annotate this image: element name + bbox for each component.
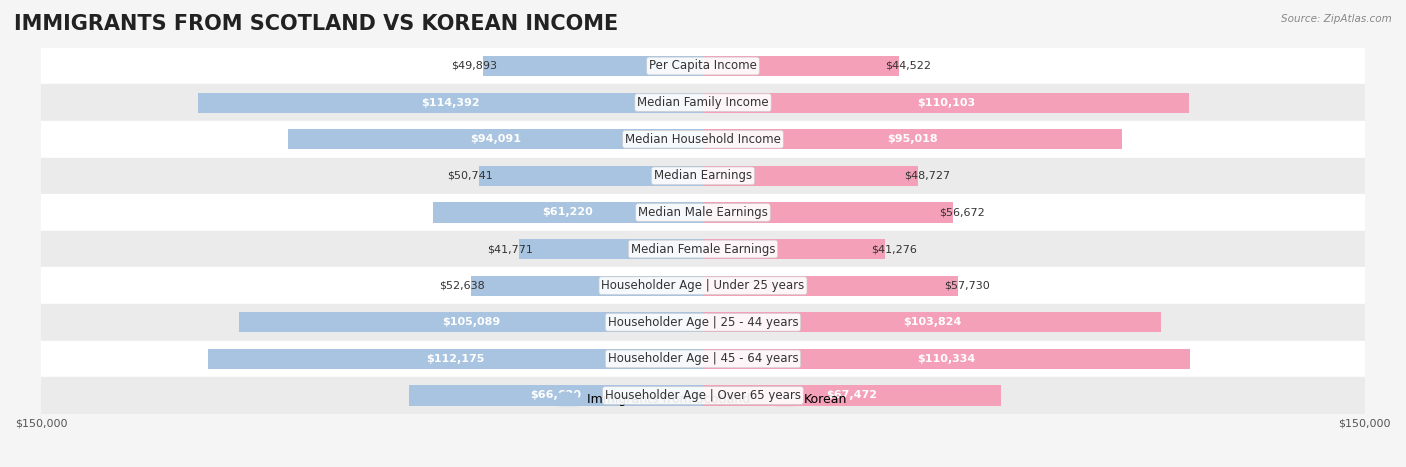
Bar: [703, 312, 1161, 333]
Bar: [41, 231, 1365, 267]
Text: $44,522: $44,522: [886, 61, 931, 71]
Text: Householder Age | Under 25 years: Householder Age | Under 25 years: [602, 279, 804, 292]
Text: Median Male Earnings: Median Male Earnings: [638, 206, 768, 219]
Text: $48,727: $48,727: [904, 171, 950, 181]
Text: $103,824: $103,824: [903, 317, 962, 327]
Bar: [41, 377, 1365, 414]
Bar: [208, 349, 703, 369]
Bar: [703, 166, 918, 186]
Text: $49,893: $49,893: [451, 61, 498, 71]
Text: $56,672: $56,672: [939, 207, 984, 218]
Text: $112,175: $112,175: [426, 354, 485, 364]
Text: $95,018: $95,018: [887, 134, 938, 144]
Bar: [471, 276, 703, 296]
Text: $66,620: $66,620: [530, 390, 582, 401]
Bar: [703, 276, 957, 296]
Bar: [519, 239, 703, 259]
Bar: [703, 385, 1001, 405]
Text: $94,091: $94,091: [470, 134, 522, 144]
Bar: [703, 349, 1189, 369]
Bar: [239, 312, 703, 333]
Text: Per Capita Income: Per Capita Income: [650, 59, 756, 72]
Text: IMMIGRANTS FROM SCOTLAND VS KOREAN INCOME: IMMIGRANTS FROM SCOTLAND VS KOREAN INCOM…: [14, 14, 619, 34]
Text: $50,741: $50,741: [447, 171, 494, 181]
Bar: [41, 304, 1365, 340]
Text: Median Earnings: Median Earnings: [654, 170, 752, 182]
Bar: [41, 194, 1365, 231]
Text: $105,089: $105,089: [441, 317, 501, 327]
Bar: [41, 121, 1365, 157]
Text: Median Female Earnings: Median Female Earnings: [631, 242, 775, 255]
Text: $52,638: $52,638: [439, 281, 485, 290]
Text: Median Family Income: Median Family Income: [637, 96, 769, 109]
Bar: [41, 48, 1365, 85]
Bar: [288, 129, 703, 149]
Text: $114,392: $114,392: [422, 98, 479, 107]
Text: $41,771: $41,771: [486, 244, 533, 254]
Bar: [703, 239, 886, 259]
Bar: [198, 92, 703, 113]
Bar: [703, 129, 1122, 149]
Bar: [703, 202, 953, 222]
Text: Median Household Income: Median Household Income: [626, 133, 780, 146]
Bar: [41, 267, 1365, 304]
Bar: [41, 85, 1365, 121]
Bar: [482, 56, 703, 76]
Bar: [41, 157, 1365, 194]
Text: $41,276: $41,276: [870, 244, 917, 254]
Bar: [703, 56, 900, 76]
Text: Householder Age | 45 - 64 years: Householder Age | 45 - 64 years: [607, 353, 799, 365]
Legend: Immigrants from Scotland, Korean: Immigrants from Scotland, Korean: [554, 388, 852, 411]
Text: $110,103: $110,103: [917, 98, 974, 107]
Bar: [41, 340, 1365, 377]
Text: Source: ZipAtlas.com: Source: ZipAtlas.com: [1281, 14, 1392, 24]
Text: Householder Age | Over 65 years: Householder Age | Over 65 years: [605, 389, 801, 402]
Bar: [703, 92, 1188, 113]
Text: $57,730: $57,730: [943, 281, 990, 290]
Bar: [433, 202, 703, 222]
Bar: [479, 166, 703, 186]
Bar: [409, 385, 703, 405]
Text: $67,472: $67,472: [827, 390, 877, 401]
Text: Householder Age | 25 - 44 years: Householder Age | 25 - 44 years: [607, 316, 799, 329]
Text: $110,334: $110,334: [917, 354, 976, 364]
Text: $61,220: $61,220: [543, 207, 593, 218]
